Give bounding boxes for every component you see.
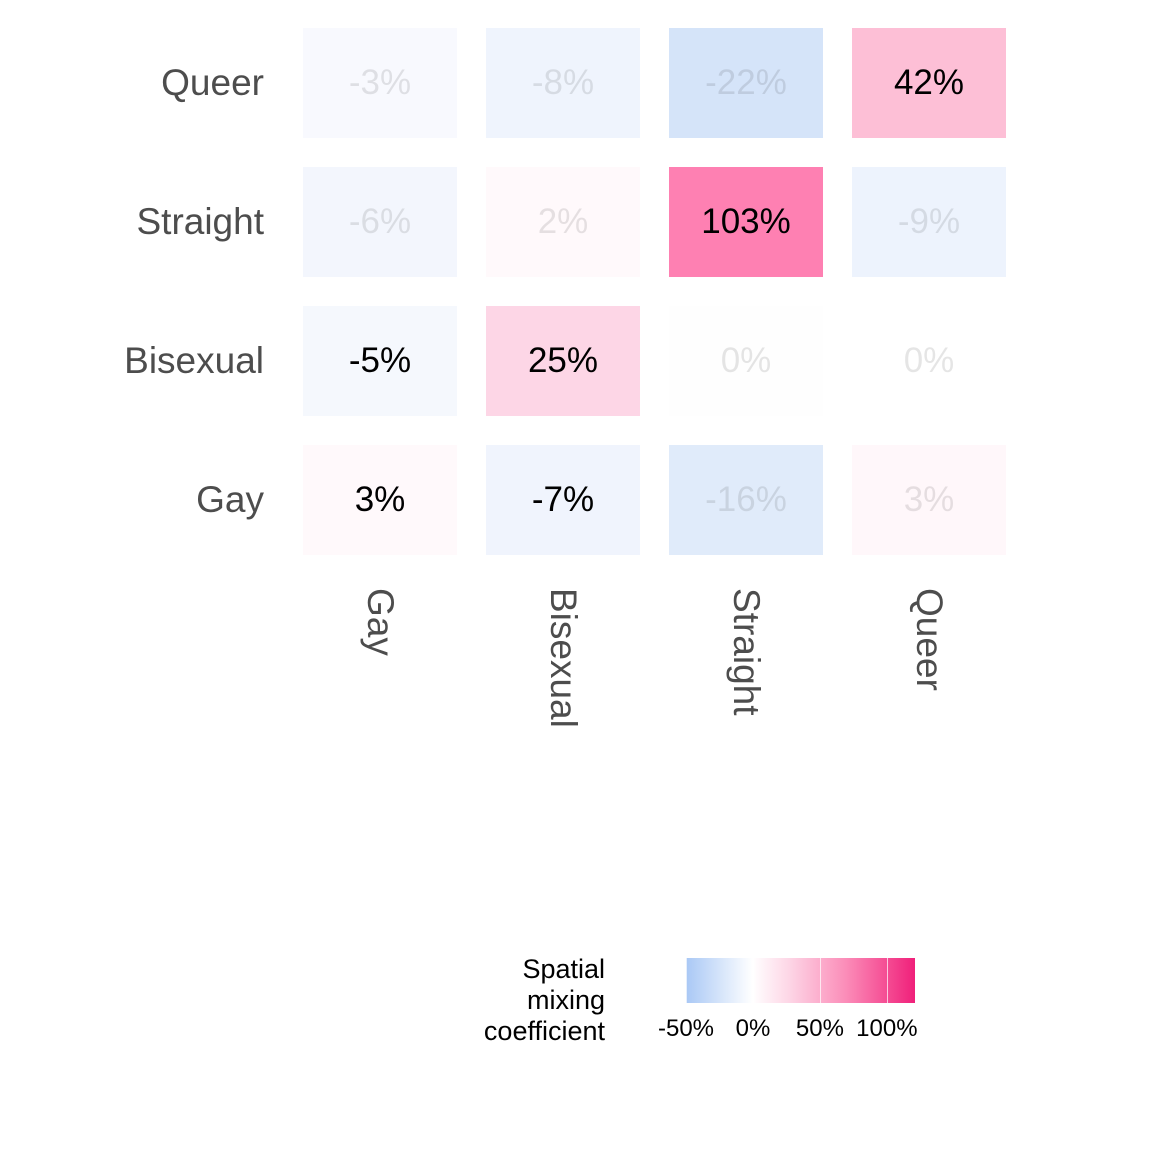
- y-axis-label: Queer: [161, 62, 264, 103]
- heatmap-cell: -9%: [852, 167, 1006, 277]
- cell-value-label: 3%: [354, 480, 406, 519]
- cell-value-label: -5%: [348, 341, 412, 380]
- cell-value-label: 0%: [720, 341, 772, 380]
- heatmap-cell: -22%: [669, 28, 823, 138]
- cell-value-label: -8%: [531, 63, 595, 102]
- x-axis-label: Straight: [726, 588, 767, 716]
- heatmap-cell: -7%: [486, 445, 640, 555]
- heatmap-cell: 0%: [852, 306, 1006, 416]
- cell-value-label: 42%: [893, 63, 965, 102]
- legend-colorbar: [686, 958, 915, 1003]
- heatmap-cell: 0%: [669, 306, 823, 416]
- legend-tick-mark: [752, 958, 754, 1003]
- legend-title-line: mixing: [526, 985, 605, 1015]
- cell-value-label: -9%: [897, 202, 961, 241]
- legend-tick-label: -50%: [657, 1015, 715, 1042]
- cell-value-label: 103%: [701, 202, 791, 241]
- legend-title-line: Spatial: [522, 954, 605, 984]
- heatmap-cell: -5%: [303, 306, 457, 416]
- heatmap-cell: 3%: [303, 445, 457, 555]
- x-axis-label: Queer: [909, 588, 950, 691]
- cell-value-label: -22%: [705, 63, 787, 102]
- heatmap-cell: 103%: [669, 167, 823, 277]
- heatmap-cell: -3%: [303, 28, 457, 138]
- x-axis-label: Bisexual: [543, 588, 584, 728]
- cell-value-label: 25%: [527, 341, 599, 380]
- legend-tick-mark: [686, 958, 687, 1003]
- heatmap-cell: 3%: [852, 445, 1006, 555]
- legend-title-line: coefficient: [483, 1016, 605, 1046]
- legend-tick-label: 0%: [735, 1015, 771, 1042]
- heatmap-cell: -8%: [486, 28, 640, 138]
- heatmap-cell: -16%: [669, 445, 823, 555]
- cell-value-label: 2%: [537, 202, 589, 241]
- heatmap-cell: -6%: [303, 167, 457, 277]
- cell-value-label: -6%: [348, 202, 412, 241]
- legend-tick-mark: [886, 958, 888, 1003]
- legend-tick-label: 100%: [856, 1015, 918, 1042]
- heatmap-cell: 25%: [486, 306, 640, 416]
- y-axis-label: Bisexual: [124, 340, 264, 381]
- legend-title: Spatial mixing coefficient: [484, 954, 605, 1047]
- cell-value-label: 3%: [903, 480, 955, 519]
- cell-value-label: -7%: [531, 480, 595, 519]
- y-axis-label: Gay: [196, 479, 264, 520]
- y-axis-label: Straight: [136, 201, 264, 242]
- legend-tick-label: 50%: [795, 1015, 844, 1042]
- cell-value-label: -16%: [705, 480, 787, 519]
- cell-value-label: 0%: [903, 341, 955, 380]
- cell-value-label: -3%: [348, 63, 412, 102]
- x-axis-label: Gay: [360, 588, 401, 656]
- heatmap-cell: 42%: [852, 28, 1006, 138]
- legend-tick-mark: [819, 958, 821, 1003]
- heatmap-cell: 2%: [486, 167, 640, 277]
